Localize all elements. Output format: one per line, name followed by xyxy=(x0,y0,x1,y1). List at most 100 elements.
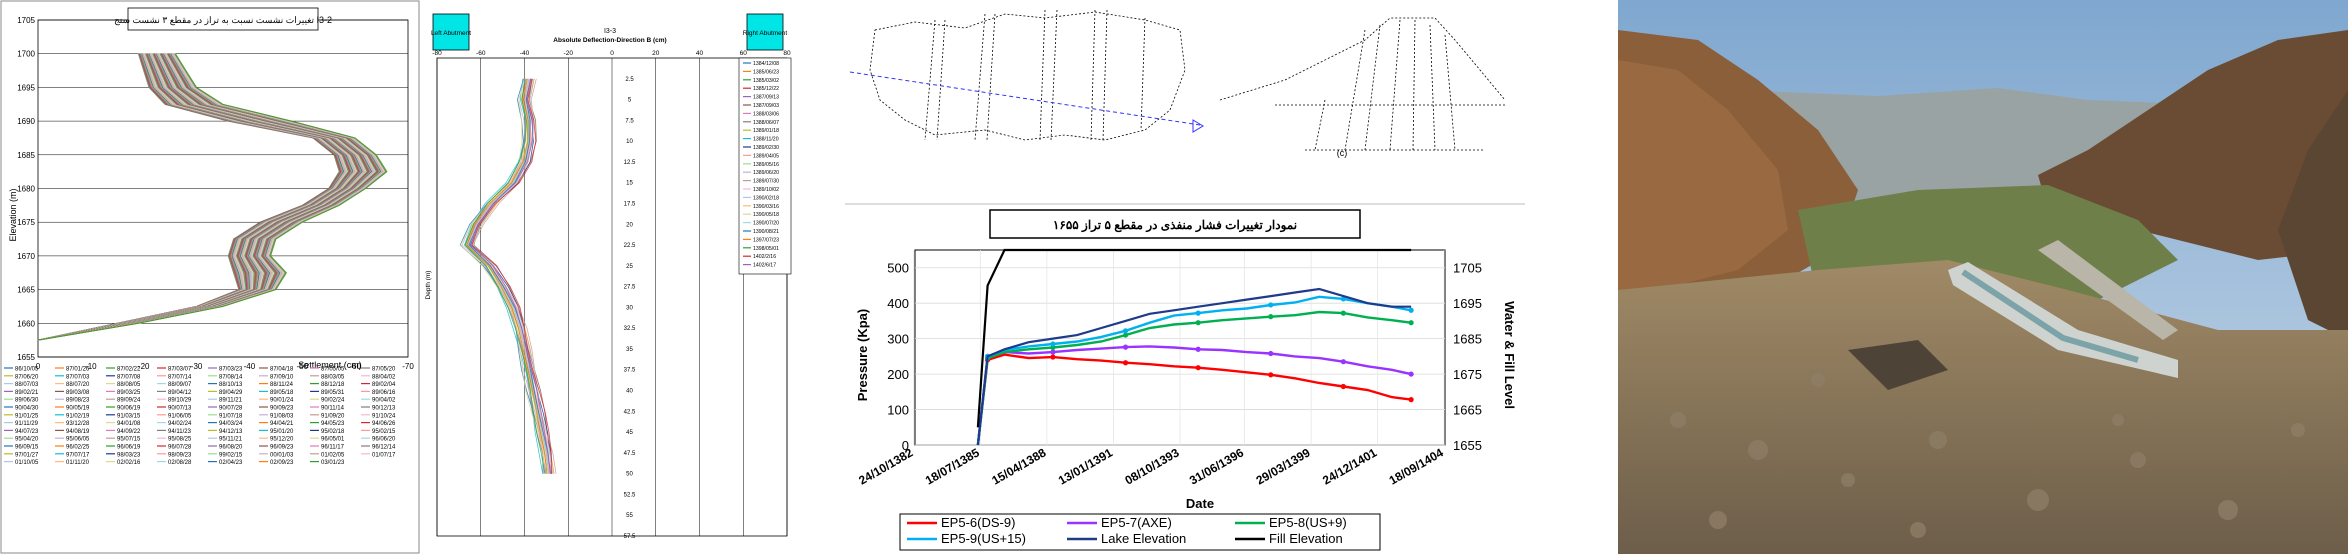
deflection-y-tick: 5 xyxy=(628,98,632,104)
settlement-legend-label: 02/04/23 xyxy=(219,460,243,466)
settlement-legend-label: 89/10/29 xyxy=(168,398,192,404)
deflection-legend-label: 1390/05/18 xyxy=(753,212,779,218)
settlement-legend-label: 89/02/04 xyxy=(372,382,396,388)
settlement-legend-label: 95/07/15 xyxy=(117,437,141,443)
settlement-legend-label: 89/06/30 xyxy=(15,398,39,404)
right-abutment-label: Right Abutment xyxy=(743,30,788,37)
settlement-y-tick: 1670 xyxy=(17,252,35,261)
right-cliff xyxy=(2278,90,2348,340)
pressure-series-marker xyxy=(1408,371,1414,377)
pressure-y-tick: 200 xyxy=(887,367,909,382)
settlement-legend-label: 02/02/16 xyxy=(117,460,141,466)
deflection-y-tick: 37.5 xyxy=(624,368,636,374)
settlement-legend-label: 95/02/15 xyxy=(372,429,396,435)
settlement-legend-label: 96/06/20 xyxy=(372,437,396,443)
section-label-c: (c) xyxy=(1337,148,1348,158)
settlement-legend-label: 98/09/23 xyxy=(168,452,192,458)
settlement-legend-label: 91/08/03 xyxy=(270,413,294,419)
settlement-legend-label: 99/02/15 xyxy=(219,452,243,458)
deflection-series-line xyxy=(464,78,544,474)
settlement-legend-label: 91/07/18 xyxy=(219,413,243,419)
settlement-legend-label: 87/06/20 xyxy=(15,374,39,380)
settlement-y-tick: 1705 xyxy=(17,16,35,25)
deflection-title: I3-3 xyxy=(604,28,616,35)
settlement-y-tick: 1700 xyxy=(17,50,35,59)
settlement-legend-label: 89/04/29 xyxy=(219,390,243,396)
settlement-legend-label: 93/12/28 xyxy=(66,421,90,427)
settlement-legend-label: 87/03/23 xyxy=(219,367,243,373)
settlement-legend-label: 90/11/14 xyxy=(321,406,345,412)
pressure-series-line xyxy=(976,287,1412,446)
settlement-x-tick: -30 xyxy=(191,362,203,371)
settlement-legend-label: 96/11/17 xyxy=(321,445,345,451)
pressure-y-tick: 400 xyxy=(887,296,909,311)
settlement-legend-label: 87/04/18 xyxy=(270,367,294,373)
deflection-series-line xyxy=(471,78,553,474)
settlement-legend-label: 87/07/14 xyxy=(168,374,192,380)
settlement-legend-label: 88/07/20 xyxy=(66,382,90,388)
settlement-legend-label: 87/01/26 xyxy=(66,367,90,373)
pressure-series-marker xyxy=(1268,314,1274,320)
deflection-legend-label: 1384/12/08 xyxy=(753,61,779,67)
settlement-legend-label: 94/04/21 xyxy=(270,421,294,427)
settlement-legend-label: 96/02/25 xyxy=(66,445,90,451)
spillway-channel xyxy=(1948,262,2178,378)
settlement-legend-label: 89/03/25 xyxy=(117,390,141,396)
settlement-legend-label: 95/12/20 xyxy=(270,437,294,443)
pressure-series-marker xyxy=(1122,344,1129,350)
settlement-legend-label: 95/11/21 xyxy=(219,437,243,443)
settlement-legend-label: 90/01/24 xyxy=(270,398,294,404)
settlement-legend-label: 95/01/20 xyxy=(270,429,294,435)
settlement-y-tick: 1680 xyxy=(17,185,35,194)
section-drawing-right xyxy=(1219,17,1506,151)
settlement-chart-panel: 1655 1660 1665 1670 1675 1680 1685 1690 1695 1700… xyxy=(0,0,420,554)
settlement-legend-label: 90/09/23 xyxy=(270,406,294,412)
pressure-y-tick: 500 xyxy=(887,261,909,276)
settlement-y-tick: 1685 xyxy=(17,151,35,160)
pressure-series-marker xyxy=(1340,359,1346,365)
settlement-legend-label: 90/02/24 xyxy=(321,398,345,404)
section-arrow-icon xyxy=(1192,119,1204,133)
settlement-legend-label: 90/04/30 xyxy=(15,406,39,412)
settlement-x-axis-label: Settlement (cm) xyxy=(298,360,362,370)
deflection-legend-label: 1385/12/22 xyxy=(753,86,779,92)
settlement-legend-label: 89/03/08 xyxy=(66,390,90,396)
settlement-legend-label: 96/05/01 xyxy=(321,437,345,443)
pressure-series-marker xyxy=(1268,350,1274,357)
settlement-legend-label: 87/09/10 xyxy=(270,374,294,380)
deflection-y-tick: 50 xyxy=(626,472,633,478)
pressure-x-tick: 24/10/1382 xyxy=(856,445,915,487)
settlement-legend-label: 94/01/08 xyxy=(117,421,141,427)
dam-spillway-photo xyxy=(1618,0,2348,554)
settlement-chart: 1655 1660 1665 1670 1675 1680 1685 1690 1695 1700… xyxy=(0,0,420,554)
deflection-chart-panel: Left Abutment Right Abutment I3-3 Absolu… xyxy=(425,0,825,554)
settlement-legend-label: 88/04/02 xyxy=(372,374,396,380)
deflection-legend-label: 1389/02/30 xyxy=(753,145,779,151)
settlement-legend-label: 91/11/29 xyxy=(15,421,39,427)
settlement-legend-label: 95/06/05 xyxy=(66,437,90,443)
pressure-series-marker xyxy=(1050,349,1056,355)
pressure-legend-label: Lake Elevation xyxy=(1101,531,1186,546)
settlement-legend-label: 91/02/19 xyxy=(66,413,90,419)
pressure-y-tick: 0 xyxy=(902,438,909,453)
settlement-legend-label: 89/02/21 xyxy=(15,390,39,396)
pressure-series-line xyxy=(976,248,1412,428)
level-y2-tick: 1665 xyxy=(1453,403,1482,418)
settlement-legend-label: 02/09/23 xyxy=(270,460,294,466)
level-y2-tick: 1685 xyxy=(1453,332,1482,347)
settlement-legend-label: 97/07/17 xyxy=(66,452,90,458)
deflection-y-tick: 47.5 xyxy=(624,451,636,457)
deflection-legend-label: 1402/2/16 xyxy=(753,254,776,260)
deflection-y-tick: 15 xyxy=(626,181,633,187)
deflection-y-tick: 42.5 xyxy=(624,409,636,415)
deflection-legend-label: 1390/02/18 xyxy=(753,195,779,201)
settlement-legend-label: 96/09/15 xyxy=(15,445,39,451)
deflection-y-tick: 10 xyxy=(626,139,633,145)
settlement-chart-title: تغییرات نشست نسبت به تراز در مقطع ۳ نشست… xyxy=(114,15,332,26)
deflection-legend-label: 1389/05/16 xyxy=(753,162,779,168)
pressure-chart: (c) نمودار تغییرات فشار منفذی در مقطع ۵ … xyxy=(845,9,1525,551)
deflection-legend-label: 1390/08/21 xyxy=(753,229,779,235)
settlement-legend-label: 91/09/20 xyxy=(321,413,345,419)
deflection-legend-label: 1385/06/23 xyxy=(753,69,779,75)
pressure-legend-label: Fill Elevation xyxy=(1269,531,1343,546)
